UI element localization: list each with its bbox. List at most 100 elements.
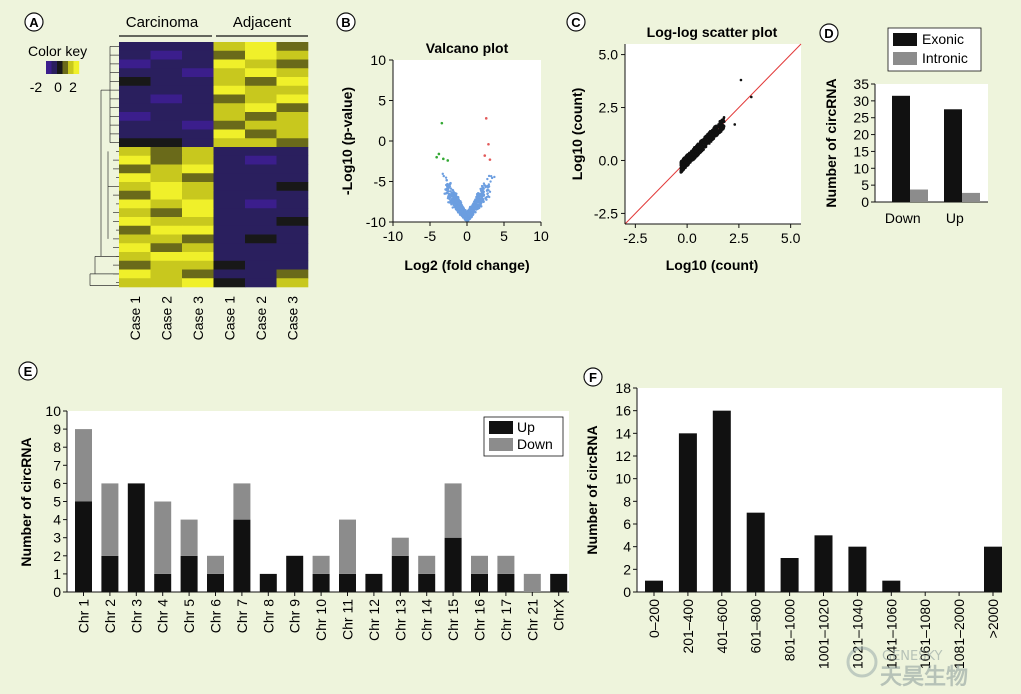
heat-cell-r18-c1 — [150, 199, 183, 209]
volcano-point — [446, 182, 449, 186]
e-bar-up-5 — [207, 573, 224, 592]
volcano-point — [463, 210, 466, 214]
heat-cell-r11-c1 — [150, 138, 183, 148]
heat-cell-r23-c4 — [245, 243, 277, 253]
e-y-tick-label-4: 4 — [53, 512, 61, 528]
heat-cell-r17-c4 — [245, 190, 277, 200]
heat-cell-r22-c3 — [213, 234, 246, 244]
volcano-point — [471, 207, 474, 211]
volcano-y-tick-label-3: 5 — [378, 93, 386, 109]
loglog-point — [691, 159, 694, 162]
volcano-point — [450, 203, 453, 206]
heat-cell-r7-c3 — [213, 103, 246, 113]
heat-cell-r23-c2 — [182, 243, 214, 253]
heat-cell-r26-c4 — [245, 269, 277, 279]
color-key-tick-high: 2 — [69, 79, 77, 95]
heatmap-col-label-1: Case 2 — [158, 296, 174, 341]
volcano-point — [476, 197, 479, 200]
loglog-point — [693, 157, 696, 160]
f-x-label-10: >2000 — [985, 599, 1001, 639]
volcano-x-tick-label-3: 5 — [500, 228, 508, 244]
volcano-point — [482, 182, 486, 185]
loglog-point — [681, 159, 685, 163]
volcano-point — [460, 211, 463, 214]
loglog-points — [624, 43, 802, 225]
volcano-point-down-1 — [437, 152, 441, 156]
heat-cell-r17-c1 — [150, 190, 183, 200]
group-label-adjacent: Adjacent — [233, 14, 292, 31]
loglog-point — [681, 163, 685, 166]
heat-cell-r2-c4 — [245, 59, 277, 69]
color-key-segment-4 — [68, 61, 74, 74]
e-bar-up-11 — [365, 573, 383, 592]
heat-cell-r19-c1 — [150, 208, 183, 218]
volcano-point — [483, 184, 487, 187]
heat-cell-r6-c0 — [119, 94, 151, 104]
loglog-point — [698, 142, 702, 145]
heat-cell-r11-c3 — [213, 138, 246, 148]
heat-cell-r15-c0 — [119, 173, 151, 183]
heat-cell-r8-c3 — [213, 112, 246, 122]
e-y-tick-label-0: 0 — [53, 584, 61, 600]
loglog-y-tick-label-1: 0.0 — [599, 152, 619, 168]
heat-cell-r7-c1 — [150, 103, 183, 113]
volcano-point — [449, 181, 452, 185]
volcano-point — [488, 190, 492, 194]
e-y-tick-label-7: 7 — [53, 457, 61, 473]
volcano-point — [486, 192, 489, 196]
loglog-x-tick-label-1: 0.0 — [677, 230, 697, 246]
heat-cell-r22-c4 — [245, 234, 277, 244]
e-x-label-18: ChrX — [551, 598, 567, 631]
heat-cell-r18-c4 — [245, 199, 277, 209]
d-x-label-1: Up — [946, 210, 964, 226]
loglog-axes: -2.5 0.0 2.5 5.0 -2.5 0.0 2.5 5.0 — [594, 44, 801, 246]
loglog-y-tick-label-2: 2.5 — [599, 100, 619, 116]
volcano-point-down-3 — [446, 159, 450, 162]
loglog-y-tick-label-0: -2.5 — [594, 205, 618, 221]
heat-cell-r4-c4 — [245, 77, 277, 87]
loglog-point — [715, 133, 719, 136]
f-y-tick-label-7: 14 — [615, 425, 631, 441]
volcano-point — [481, 200, 484, 203]
heat-cell-r14-c3 — [213, 164, 246, 174]
volcano-point — [474, 198, 478, 201]
heat-cell-r3-c4 — [245, 68, 277, 78]
e-bar-up-13 — [418, 573, 436, 592]
f-y-tick-label-4: 8 — [623, 493, 631, 509]
heat-cell-r12-c1 — [150, 147, 183, 157]
volcano-point — [453, 196, 456, 200]
d-bar-down-intronic — [910, 189, 928, 202]
volcano-point — [445, 179, 448, 182]
heat-cell-r8-c2 — [182, 112, 214, 122]
volcano-point — [450, 191, 454, 194]
heat-cell-r18-c3 — [213, 199, 246, 209]
heat-cell-r5-c3 — [213, 85, 246, 95]
heat-cell-r22-c0 — [119, 234, 151, 244]
volcano-point — [468, 206, 472, 210]
loglog-point — [685, 154, 689, 157]
heat-cell-r14-c0 — [119, 164, 151, 174]
volcano-point — [458, 205, 461, 209]
heat-cell-r19-c3 — [213, 208, 246, 218]
heat-cell-r10-c4 — [245, 129, 277, 139]
e-y-tick-label-10: 10 — [45, 403, 61, 419]
volcano-x-tick-label-0: -10 — [383, 228, 403, 244]
volcano-points — [435, 117, 496, 223]
heat-cell-r24-c0 — [119, 252, 151, 262]
heat-cell-r26-c3 — [213, 269, 246, 279]
heat-cell-r23-c3 — [213, 243, 246, 253]
heat-cell-r25-c4 — [245, 260, 277, 270]
volcano-point — [454, 192, 457, 195]
e-bar-down-9 — [312, 555, 330, 574]
heat-cell-r23-c5 — [276, 243, 309, 253]
heat-cell-r16-c3 — [213, 182, 246, 192]
heat-cell-r27-c1 — [150, 278, 183, 288]
heat-cell-r22-c5 — [276, 234, 309, 244]
heat-cell-r15-c1 — [150, 173, 183, 183]
heat-cell-r16-c0 — [119, 182, 151, 192]
e-bar-up-15 — [471, 573, 488, 592]
heat-cell-r21-c0 — [119, 225, 151, 235]
heat-cell-r2-c1 — [150, 59, 183, 69]
volcano-point — [486, 184, 489, 188]
